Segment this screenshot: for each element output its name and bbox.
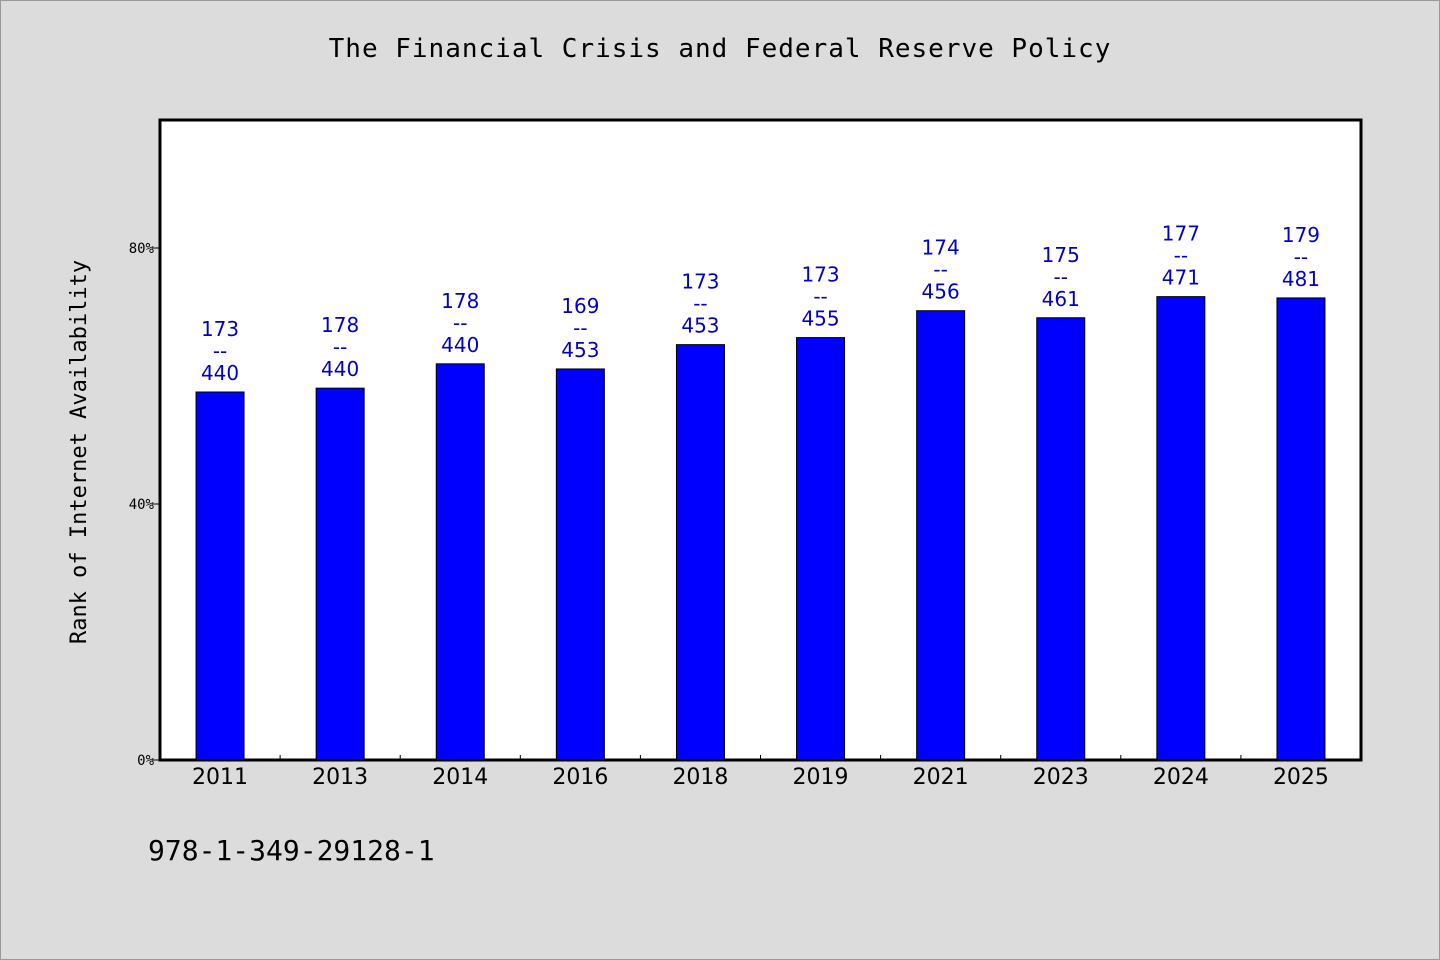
- data-label: --: [1174, 244, 1188, 268]
- y-axis-label: Rank of Internet Availability: [67, 260, 92, 644]
- footer-code: 978-1-349-29128-1: [148, 834, 435, 867]
- bar-2016: [555, 368, 605, 761]
- data-label: 455: [801, 307, 839, 331]
- data-label: 178: [441, 289, 479, 313]
- data-label: --: [573, 316, 587, 340]
- bar-2018: [675, 344, 725, 761]
- data-label: --: [693, 292, 707, 316]
- x-tick-label: 2021: [913, 765, 969, 790]
- bar-2023: [1036, 317, 1086, 761]
- bar-2019: [796, 337, 846, 761]
- data-label: 173: [681, 270, 719, 294]
- x-axis: 2011 2013 2014 2016 2018 2019 2021 2023 2024 2025: [192, 755, 1329, 790]
- data-label: 177: [1162, 222, 1200, 246]
- data-label: 453: [561, 338, 599, 362]
- data-label: --: [453, 311, 467, 335]
- data-label: 440: [201, 361, 239, 385]
- data-label: 179: [1282, 223, 1320, 247]
- x-tick-label: 2014: [432, 765, 488, 790]
- bars: [195, 296, 1326, 761]
- data-label: 440: [321, 357, 359, 381]
- bar-2014: [435, 363, 485, 761]
- y-tick-label: 0%: [137, 753, 154, 769]
- data-label: --: [333, 335, 347, 359]
- data-label: --: [1054, 265, 1068, 289]
- data-label: --: [813, 285, 827, 309]
- data-label: 461: [1042, 287, 1080, 311]
- chart-title: The Financial Crisis and Federal Reserve…: [328, 34, 1112, 64]
- data-label: 169: [561, 294, 599, 318]
- x-tick-label: 2016: [552, 765, 608, 790]
- x-tick-label: 2018: [672, 765, 728, 790]
- x-tick-label: 2025: [1273, 765, 1329, 790]
- bar-2021: [916, 310, 966, 761]
- data-label: 481: [1282, 267, 1320, 291]
- data-label: 453: [681, 314, 719, 338]
- data-label: --: [213, 339, 227, 363]
- y-tick-label: 80%: [129, 241, 155, 257]
- data-label: 173: [801, 263, 839, 287]
- y-tick-label: 40%: [129, 497, 155, 513]
- x-tick-label: 2024: [1153, 765, 1209, 790]
- bar-2025: [1276, 297, 1326, 761]
- bar-2024: [1156, 296, 1206, 761]
- x-tick-label: 2011: [192, 765, 248, 790]
- data-label: --: [933, 258, 947, 282]
- data-label: 440: [441, 333, 479, 357]
- bar-2011: [195, 391, 245, 761]
- x-tick-label: 2013: [312, 765, 368, 790]
- bar-2013: [315, 387, 365, 761]
- data-label: 174: [922, 236, 960, 260]
- y-axis: 0% 40% 80%: [129, 241, 160, 769]
- data-label: --: [1294, 245, 1308, 269]
- data-label: 175: [1042, 243, 1080, 267]
- data-label: 178: [321, 313, 359, 337]
- x-tick-label: 2023: [1033, 765, 1089, 790]
- data-label: 471: [1162, 266, 1200, 290]
- bar-labels: 173--440178--440178--440169--453173--453…: [201, 222, 1320, 385]
- data-label: 456: [922, 280, 960, 304]
- x-tick-label: 2019: [793, 765, 849, 790]
- data-label: 173: [201, 317, 239, 341]
